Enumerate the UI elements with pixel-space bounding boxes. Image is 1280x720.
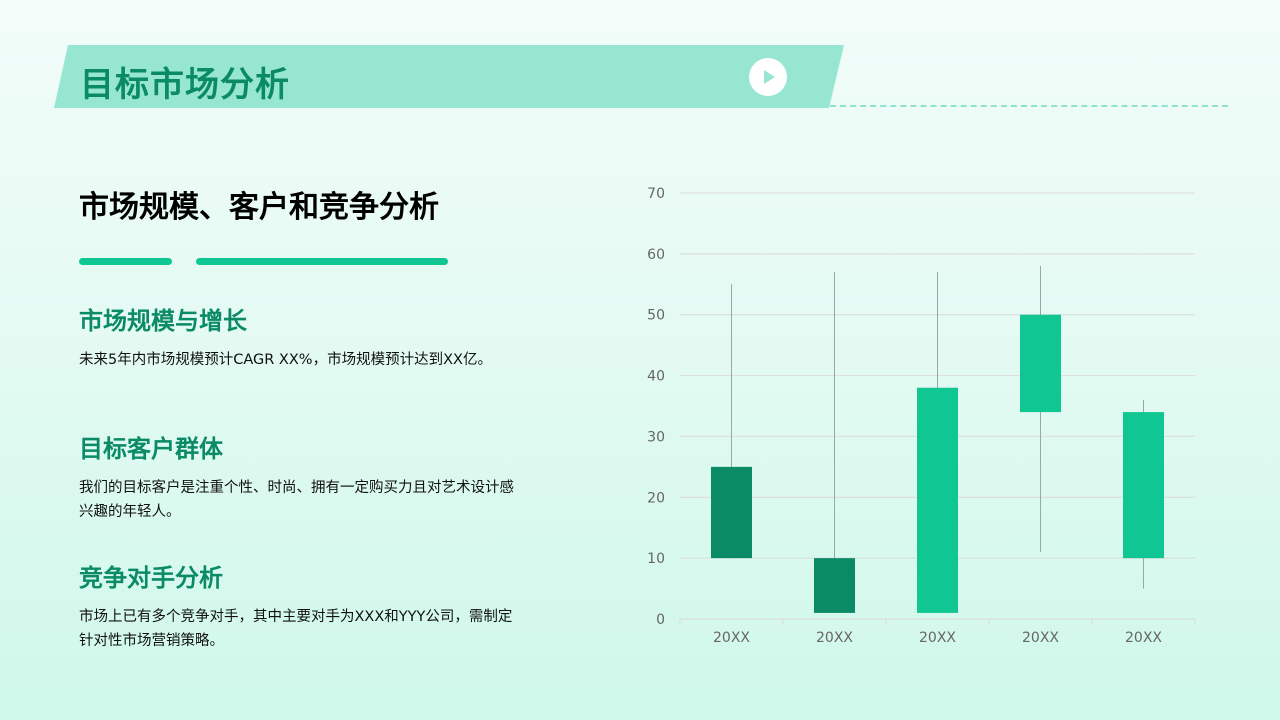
y-tick-label: 60 [647, 247, 665, 263]
x-tick-label: 20XX [1125, 630, 1162, 646]
y-tick-label: 70 [647, 186, 665, 202]
candlestick-chart: 0 10 20 30 40 50 60 70 20XX 20XX 20XX 20XX 20XX [647, 186, 1196, 646]
item-text: 未来5年内市场规模预计CAGR XX%，市场规模预计达到XX亿。 [79, 352, 492, 368]
y-tick-label: 20 [647, 490, 665, 506]
y-tick-label: 30 [647, 429, 665, 445]
section-title: 市场规模、客户和竞争分析 [79, 190, 439, 225]
item-heading: 市场规模与增长 [79, 307, 247, 335]
y-tick-label: 10 [647, 551, 665, 567]
dashed-divider [830, 105, 1228, 107]
accent-bar-long [196, 258, 448, 265]
item-market-size: 市场规模与增长 未来5年内市场规模预计CAGR XX%，市场规模预计达到XX亿。 [79, 301, 519, 372]
page-title: 目标市场分析 [80, 65, 290, 105]
item-heading: 竞争对手分析 [79, 564, 223, 592]
candle-body [917, 387, 958, 613]
candle-body [814, 558, 855, 613]
accent-bar-short [79, 258, 172, 265]
title-banner [54, 45, 844, 108]
candle-body [1123, 412, 1164, 559]
x-tick-label: 20XX [713, 630, 750, 646]
item-heading: 目标客户群体 [79, 435, 223, 463]
y-tick-label: 50 [647, 308, 665, 324]
item-target-customers: 目标客户群体 我们的目标客户是注重个性、时尚、拥有一定购买力且对艺术设计感兴趣的… [79, 429, 519, 524]
x-tick-label: 20XX [1022, 630, 1059, 646]
item-text: 我们的目标客户是注重个性、时尚、拥有一定购买力且对艺术设计感兴趣的年轻人。 [79, 480, 514, 520]
item-competition: 竞争对手分析 市场上已有多个竞争对手，其中主要对手为XXX和YYY公司，需制定针… [79, 558, 519, 653]
play-icon[interactable] [749, 58, 787, 96]
item-text: 市场上已有多个竞争对手，其中主要对手为XXX和YYY公司，需制定针对性市场营销策… [79, 609, 513, 649]
candle-body [711, 466, 752, 559]
y-tick-label: 40 [647, 369, 665, 385]
x-tick-label: 20XX [816, 630, 853, 646]
y-tick-label: 0 [656, 612, 665, 628]
candle-body [1020, 314, 1061, 413]
x-tick-label: 20XX [919, 630, 956, 646]
